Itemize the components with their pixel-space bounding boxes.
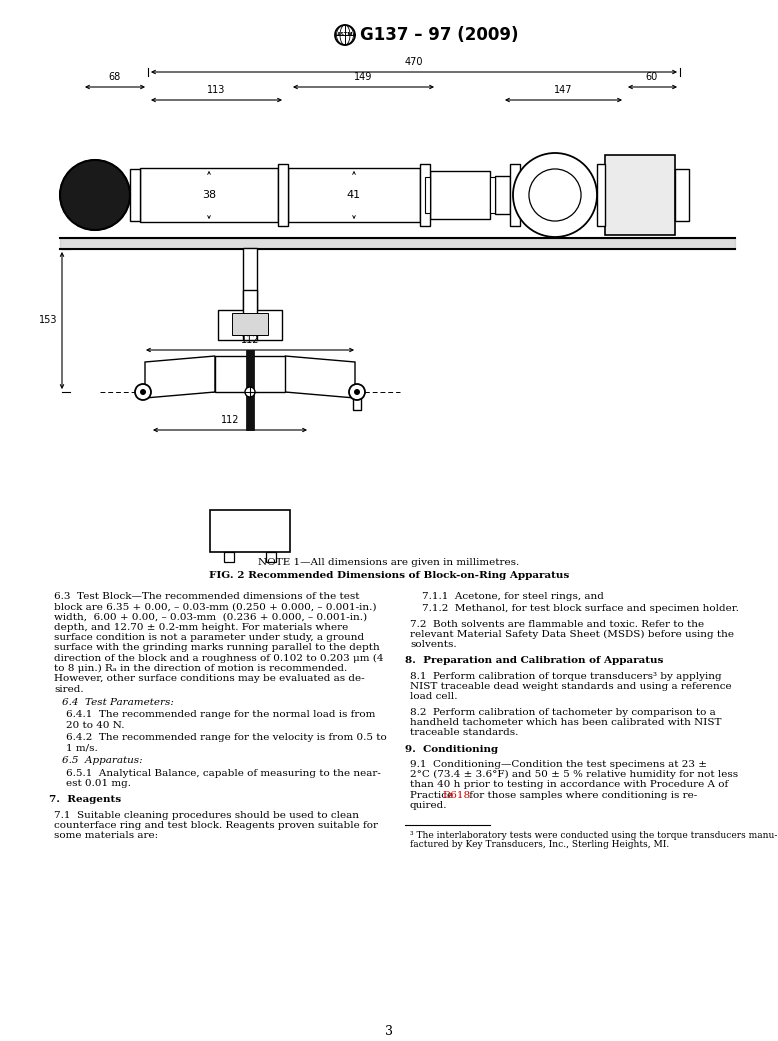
Text: 149: 149 bbox=[354, 72, 372, 82]
Text: 6.4.1  The recommended range for the normal load is from: 6.4.1 The recommended range for the norm… bbox=[66, 710, 375, 719]
Bar bbox=[266, 552, 276, 562]
Bar bbox=[675, 169, 689, 221]
Text: 153: 153 bbox=[38, 315, 57, 325]
Circle shape bbox=[349, 384, 365, 400]
Text: width,  6.00 + 0.00, – 0.03-mm  (0.236 + 0.000, – 0.001-in.): width, 6.00 + 0.00, – 0.03-mm (0.236 + 0… bbox=[54, 612, 367, 621]
Text: depth, and 12.70 ± 0.2-mm height. For materials where: depth, and 12.70 ± 0.2-mm height. For ma… bbox=[54, 623, 349, 632]
Text: for those samples where conditioning is re-: for those samples where conditioning is … bbox=[466, 791, 697, 799]
Text: 2°C (73.4 ± 3.6°F) and 50 ± 5 % relative humidity for not less: 2°C (73.4 ± 3.6°F) and 50 ± 5 % relative… bbox=[410, 770, 738, 780]
Text: 6.5  Apparatus:: 6.5 Apparatus: bbox=[62, 757, 142, 765]
Bar bbox=[510, 164, 520, 226]
Text: solvents.: solvents. bbox=[410, 640, 457, 650]
Text: 8.2  Perform calibration of tachometer by comparison to a: 8.2 Perform calibration of tachometer by… bbox=[410, 708, 716, 716]
Text: NIST traceable dead weight standards and using a reference: NIST traceable dead weight standards and… bbox=[410, 682, 731, 691]
Text: load cell.: load cell. bbox=[410, 692, 457, 702]
Text: block are 6.35 + 0.00, – 0.03-mm (0.250 + 0.000, – 0.001-in.): block are 6.35 + 0.00, – 0.03-mm (0.250 … bbox=[54, 603, 377, 611]
Text: direction of the block and a roughness of 0.102 to 0.203 μm (4: direction of the block and a roughness o… bbox=[54, 654, 384, 663]
Bar bbox=[490, 177, 495, 213]
Circle shape bbox=[135, 384, 151, 400]
Bar bbox=[353, 392, 361, 410]
Text: 7.1  Suitable cleaning procedures should be used to clean: 7.1 Suitable cleaning procedures should … bbox=[54, 811, 359, 819]
Text: 9.  Conditioning: 9. Conditioning bbox=[405, 744, 498, 754]
Text: sired.: sired. bbox=[54, 685, 83, 693]
Text: ASTM: ASTM bbox=[337, 32, 353, 37]
Text: 9.1  Conditioning—Condition the test specimens at 23 ±: 9.1 Conditioning—Condition the test spec… bbox=[410, 760, 707, 769]
Text: traceable standards.: traceable standards. bbox=[410, 729, 518, 737]
Text: some materials are:: some materials are: bbox=[54, 832, 158, 840]
Text: 113: 113 bbox=[207, 85, 225, 95]
Text: NOTE 1—All dimensions are given in millimetres.: NOTE 1—All dimensions are given in milli… bbox=[258, 558, 520, 567]
Text: surface condition is not a parameter under study, a ground: surface condition is not a parameter und… bbox=[54, 633, 364, 642]
Text: 6.4.2  The recommended range for the velocity is from 0.5 to: 6.4.2 The recommended range for the velo… bbox=[66, 733, 387, 742]
Text: 7.2  Both solvents are flammable and toxic. Refer to the: 7.2 Both solvents are flammable and toxi… bbox=[410, 619, 704, 629]
Text: 147: 147 bbox=[554, 85, 573, 95]
Circle shape bbox=[354, 389, 360, 395]
Circle shape bbox=[529, 169, 581, 221]
Text: 7.  Reagents: 7. Reagents bbox=[49, 795, 121, 805]
Text: 6.5.1  Analytical Balance, capable of measuring to the near-: 6.5.1 Analytical Balance, capable of mea… bbox=[66, 769, 381, 778]
Text: to 8 μin.) Rₐ in the direction of motion is recommended.: to 8 μin.) Rₐ in the direction of motion… bbox=[54, 664, 347, 674]
Polygon shape bbox=[145, 356, 215, 398]
Text: Practice: Practice bbox=[410, 791, 457, 799]
Text: 3: 3 bbox=[385, 1025, 393, 1038]
Bar bbox=[243, 290, 257, 340]
Bar bbox=[232, 313, 268, 335]
Text: 6.4  Test Parameters:: 6.4 Test Parameters: bbox=[62, 699, 173, 707]
Text: 6.3  Test Block—The recommended dimensions of the test: 6.3 Test Block—The recommended dimension… bbox=[54, 592, 359, 601]
Bar bbox=[605, 155, 675, 235]
Text: 20 to 40 N.: 20 to 40 N. bbox=[66, 720, 124, 730]
Text: 470: 470 bbox=[405, 57, 423, 67]
Polygon shape bbox=[285, 356, 355, 398]
Text: 1 m/s.: 1 m/s. bbox=[66, 743, 98, 753]
Text: counterface ring and test block. Reagents proven suitable for: counterface ring and test block. Reagent… bbox=[54, 821, 378, 830]
Bar bbox=[130, 169, 140, 221]
Text: 8.  Preparation and Calibration of Apparatus: 8. Preparation and Calibration of Appara… bbox=[405, 657, 664, 665]
Text: 112: 112 bbox=[240, 335, 259, 345]
Text: quired.: quired. bbox=[410, 802, 447, 810]
Text: handheld tachometer which has been calibrated with NIST: handheld tachometer which has been calib… bbox=[410, 718, 721, 727]
Text: relevant Material Safety Data Sheet (MSDS) before using the: relevant Material Safety Data Sheet (MSD… bbox=[410, 630, 734, 639]
Bar bbox=[597, 164, 605, 226]
Circle shape bbox=[60, 160, 130, 230]
Text: surface with the grinding marks running parallel to the depth: surface with the grinding marks running … bbox=[54, 643, 380, 653]
Text: 60: 60 bbox=[646, 72, 658, 82]
Circle shape bbox=[140, 389, 146, 395]
Bar bbox=[140, 168, 278, 222]
Text: 38: 38 bbox=[202, 191, 216, 200]
Text: 68: 68 bbox=[109, 72, 121, 82]
Text: 112: 112 bbox=[221, 415, 240, 425]
Bar bbox=[430, 171, 490, 219]
Bar bbox=[246, 350, 254, 430]
Text: ³ The interlaboratory tests were conducted using the torque transducers manu-: ³ The interlaboratory tests were conduct… bbox=[410, 832, 777, 840]
Text: factured by Key Transducers, Inc., Sterling Heights, MI.: factured by Key Transducers, Inc., Sterl… bbox=[410, 840, 669, 849]
Bar bbox=[218, 310, 282, 340]
Bar bbox=[243, 248, 257, 310]
Text: 7.1.2  Methanol, for test block surface and specimen holder.: 7.1.2 Methanol, for test block surface a… bbox=[422, 604, 739, 613]
Circle shape bbox=[513, 153, 597, 237]
Text: 8.1  Perform calibration of torque transducers³ by applying: 8.1 Perform calibration of torque transd… bbox=[410, 671, 722, 681]
Circle shape bbox=[245, 387, 255, 397]
Bar bbox=[215, 356, 285, 392]
Bar bbox=[278, 164, 288, 226]
Text: D618: D618 bbox=[442, 791, 470, 799]
Bar bbox=[224, 552, 234, 562]
Bar bbox=[495, 176, 510, 214]
Text: 41: 41 bbox=[347, 191, 361, 200]
Text: G137 – 97 (2009): G137 – 97 (2009) bbox=[360, 26, 518, 44]
Text: FIG. 2 Recommended Dimensions of Block-on-Ring Apparatus: FIG. 2 Recommended Dimensions of Block-o… bbox=[209, 572, 569, 580]
Bar bbox=[420, 164, 430, 226]
Text: 7.1.1  Acetone, for steel rings, and: 7.1.1 Acetone, for steel rings, and bbox=[422, 592, 604, 601]
Bar bbox=[425, 177, 430, 213]
Bar bbox=[210, 510, 290, 552]
Text: than 40 h prior to testing in accordance with Procedure A of: than 40 h prior to testing in accordance… bbox=[410, 781, 728, 789]
Bar bbox=[288, 168, 420, 222]
Text: est 0.01 mg.: est 0.01 mg. bbox=[66, 779, 131, 788]
Text: However, other surface conditions may be evaluated as de-: However, other surface conditions may be… bbox=[54, 675, 365, 683]
